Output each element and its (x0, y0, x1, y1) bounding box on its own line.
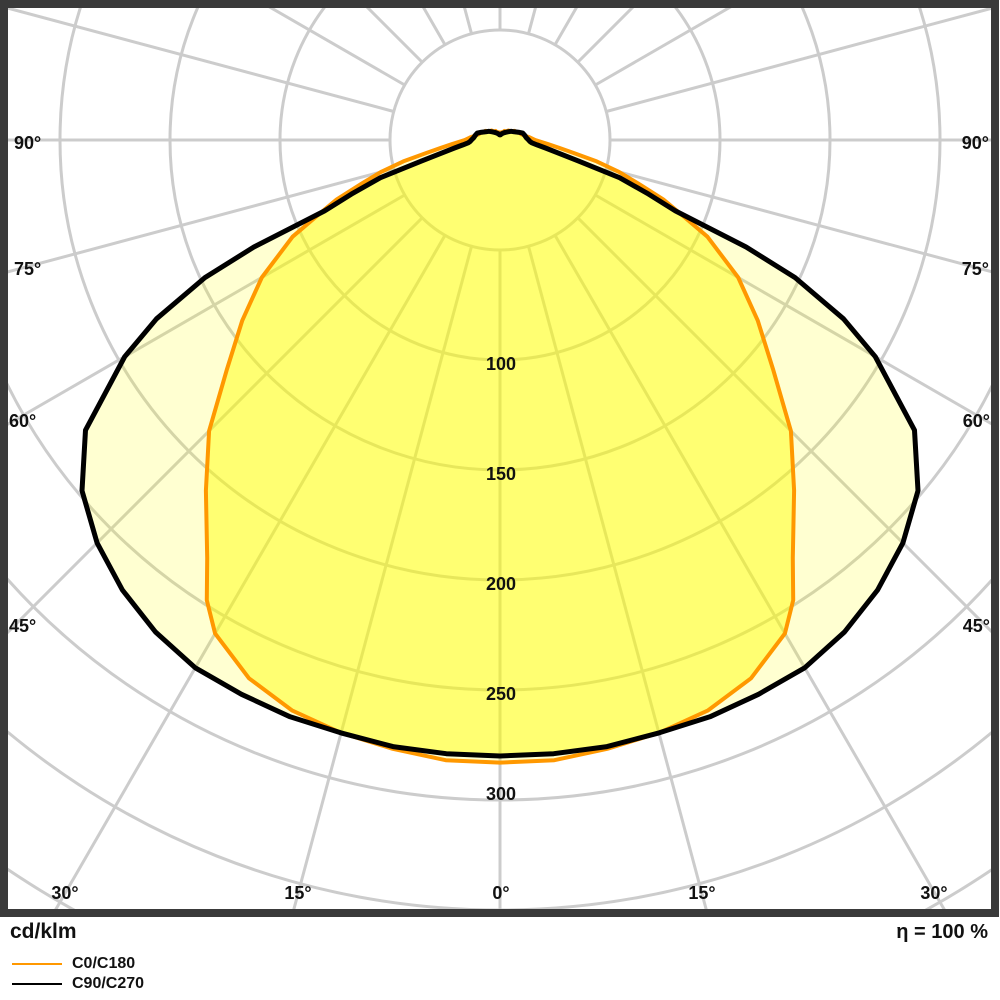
angle-label-left-3: 45° (9, 616, 36, 636)
angle-label-bottom-3: 15° (688, 883, 715, 903)
angle-label-right-2: 60° (963, 411, 990, 431)
plot-frame (0, 0, 999, 917)
angle-label-bottom-4: 30° (920, 883, 947, 903)
ring-label-0: 100 (486, 354, 516, 374)
legend-item-c90: C90/C270 (12, 974, 144, 994)
angle-label-left-2: 60° (9, 411, 36, 431)
efficiency-label: η = 100 % (896, 921, 988, 943)
ring-label-4: 300 (486, 784, 516, 804)
ring-label-3: 250 (486, 684, 516, 704)
ring-label-1: 150 (486, 464, 516, 484)
legend: C0/C180 C90/C270 (12, 954, 144, 994)
legend-label-c90: C90/C270 (72, 975, 145, 992)
c90-c270-curve (79, 128, 921, 759)
plot-area (8, 8, 992, 910)
angle-label-right-3: 45° (963, 616, 990, 636)
ring-label-2: 200 (486, 574, 516, 594)
legend-label-c0: C0/C180 (72, 955, 136, 972)
angle-label-bottom-2: 0° (492, 883, 509, 903)
c0-line-swatch (12, 963, 62, 965)
chart-footer: cd/klm η = 100 % C0/C180 C90/C270 (0, 918, 1000, 1000)
chart-canvas: 90° 75° 60° 45° 90° 75° 60° 45° 30° 15° 0° 15° 30° 10… (0, 0, 1000, 918)
legend-item-c0: C0/C180 (12, 954, 144, 974)
angle-label-bottom-0: 30° (51, 883, 78, 903)
angle-label-right-0: 90° (962, 133, 989, 153)
angle-label-left-1: 75° (14, 259, 41, 279)
angle-label-right-1: 75° (962, 259, 989, 279)
angle-label-bottom-1: 15° (284, 883, 311, 903)
polar-light-distribution-chart: 90° 75° 60° 45° 90° 75° 60° 45° 30° 15° 0° 15° 30° 10… (0, 0, 1000, 918)
polar-grid (8, 8, 992, 910)
c90-line-swatch (12, 983, 62, 985)
units-label: cd/klm (10, 920, 77, 943)
angle-label-left-0: 90° (14, 133, 41, 153)
